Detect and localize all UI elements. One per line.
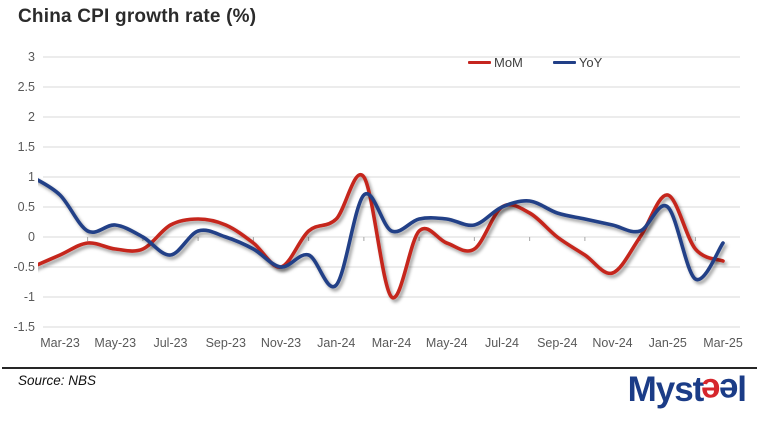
yoy-line[interactable]	[32, 177, 725, 289]
y-axis-label: 0.5	[17, 200, 35, 214]
y-axis-label: -1	[23, 290, 35, 304]
x-axis-label: Nov-23	[260, 336, 302, 350]
x-axis-label: Mar-25	[703, 336, 743, 350]
logo-red-e-icon: e	[702, 371, 721, 410]
legend-label-mom: MoM	[494, 55, 523, 70]
x-axis-label: Jan-24	[317, 336, 356, 350]
mysteel-logo: Mysteel	[627, 370, 747, 410]
chart-title: China CPI growth rate (%)	[18, 6, 257, 27]
y-axis-label: 1.5	[17, 140, 35, 154]
x-axis-label: Jul-24	[484, 336, 520, 350]
legend-label-yoy: YoY	[578, 55, 603, 70]
gridlines	[43, 56, 740, 328]
x-axis-label: Mar-23	[40, 336, 80, 350]
logo-text-myst: Myst	[627, 370, 705, 409]
yoy-line-swatch-icon	[552, 61, 576, 64]
x-axis-label: Mar-24	[371, 336, 412, 350]
y-axis-label: -0.5	[13, 260, 35, 274]
source-note: Source: NBS	[18, 373, 97, 388]
y-axis-label: -1.5	[13, 320, 35, 334]
x-axis-label: May-23	[94, 336, 137, 350]
x-axis-label: Sep-24	[537, 336, 578, 350]
y-axis-label: 1	[28, 170, 35, 184]
logo-blue-e-icon: e	[719, 371, 739, 410]
legend-item-yoy[interactable]: YoY	[552, 55, 603, 70]
chart-legend: MoM YoY	[468, 55, 602, 70]
legend-item-mom[interactable]: MoM	[468, 55, 523, 70]
mom-line-swatch-icon	[468, 61, 491, 64]
x-axis-label: Nov-24	[592, 336, 633, 350]
mom-line[interactable]	[32, 172, 725, 300]
footer-divider	[2, 367, 757, 369]
y-axis-label: 3	[28, 50, 35, 64]
logo-text-l: l	[737, 370, 747, 409]
x-axis-label: May-24	[425, 336, 468, 350]
y-axis-label: 2.5	[17, 80, 35, 94]
x-axis-label: Jul-23	[153, 336, 188, 350]
axis-ticks	[87, 237, 696, 241]
y-axis-label: 2	[28, 110, 35, 124]
x-axis-label: Jan-25	[648, 336, 687, 350]
y-axis-label: 0	[28, 230, 35, 244]
x-axis-label: Sep-23	[205, 336, 246, 350]
